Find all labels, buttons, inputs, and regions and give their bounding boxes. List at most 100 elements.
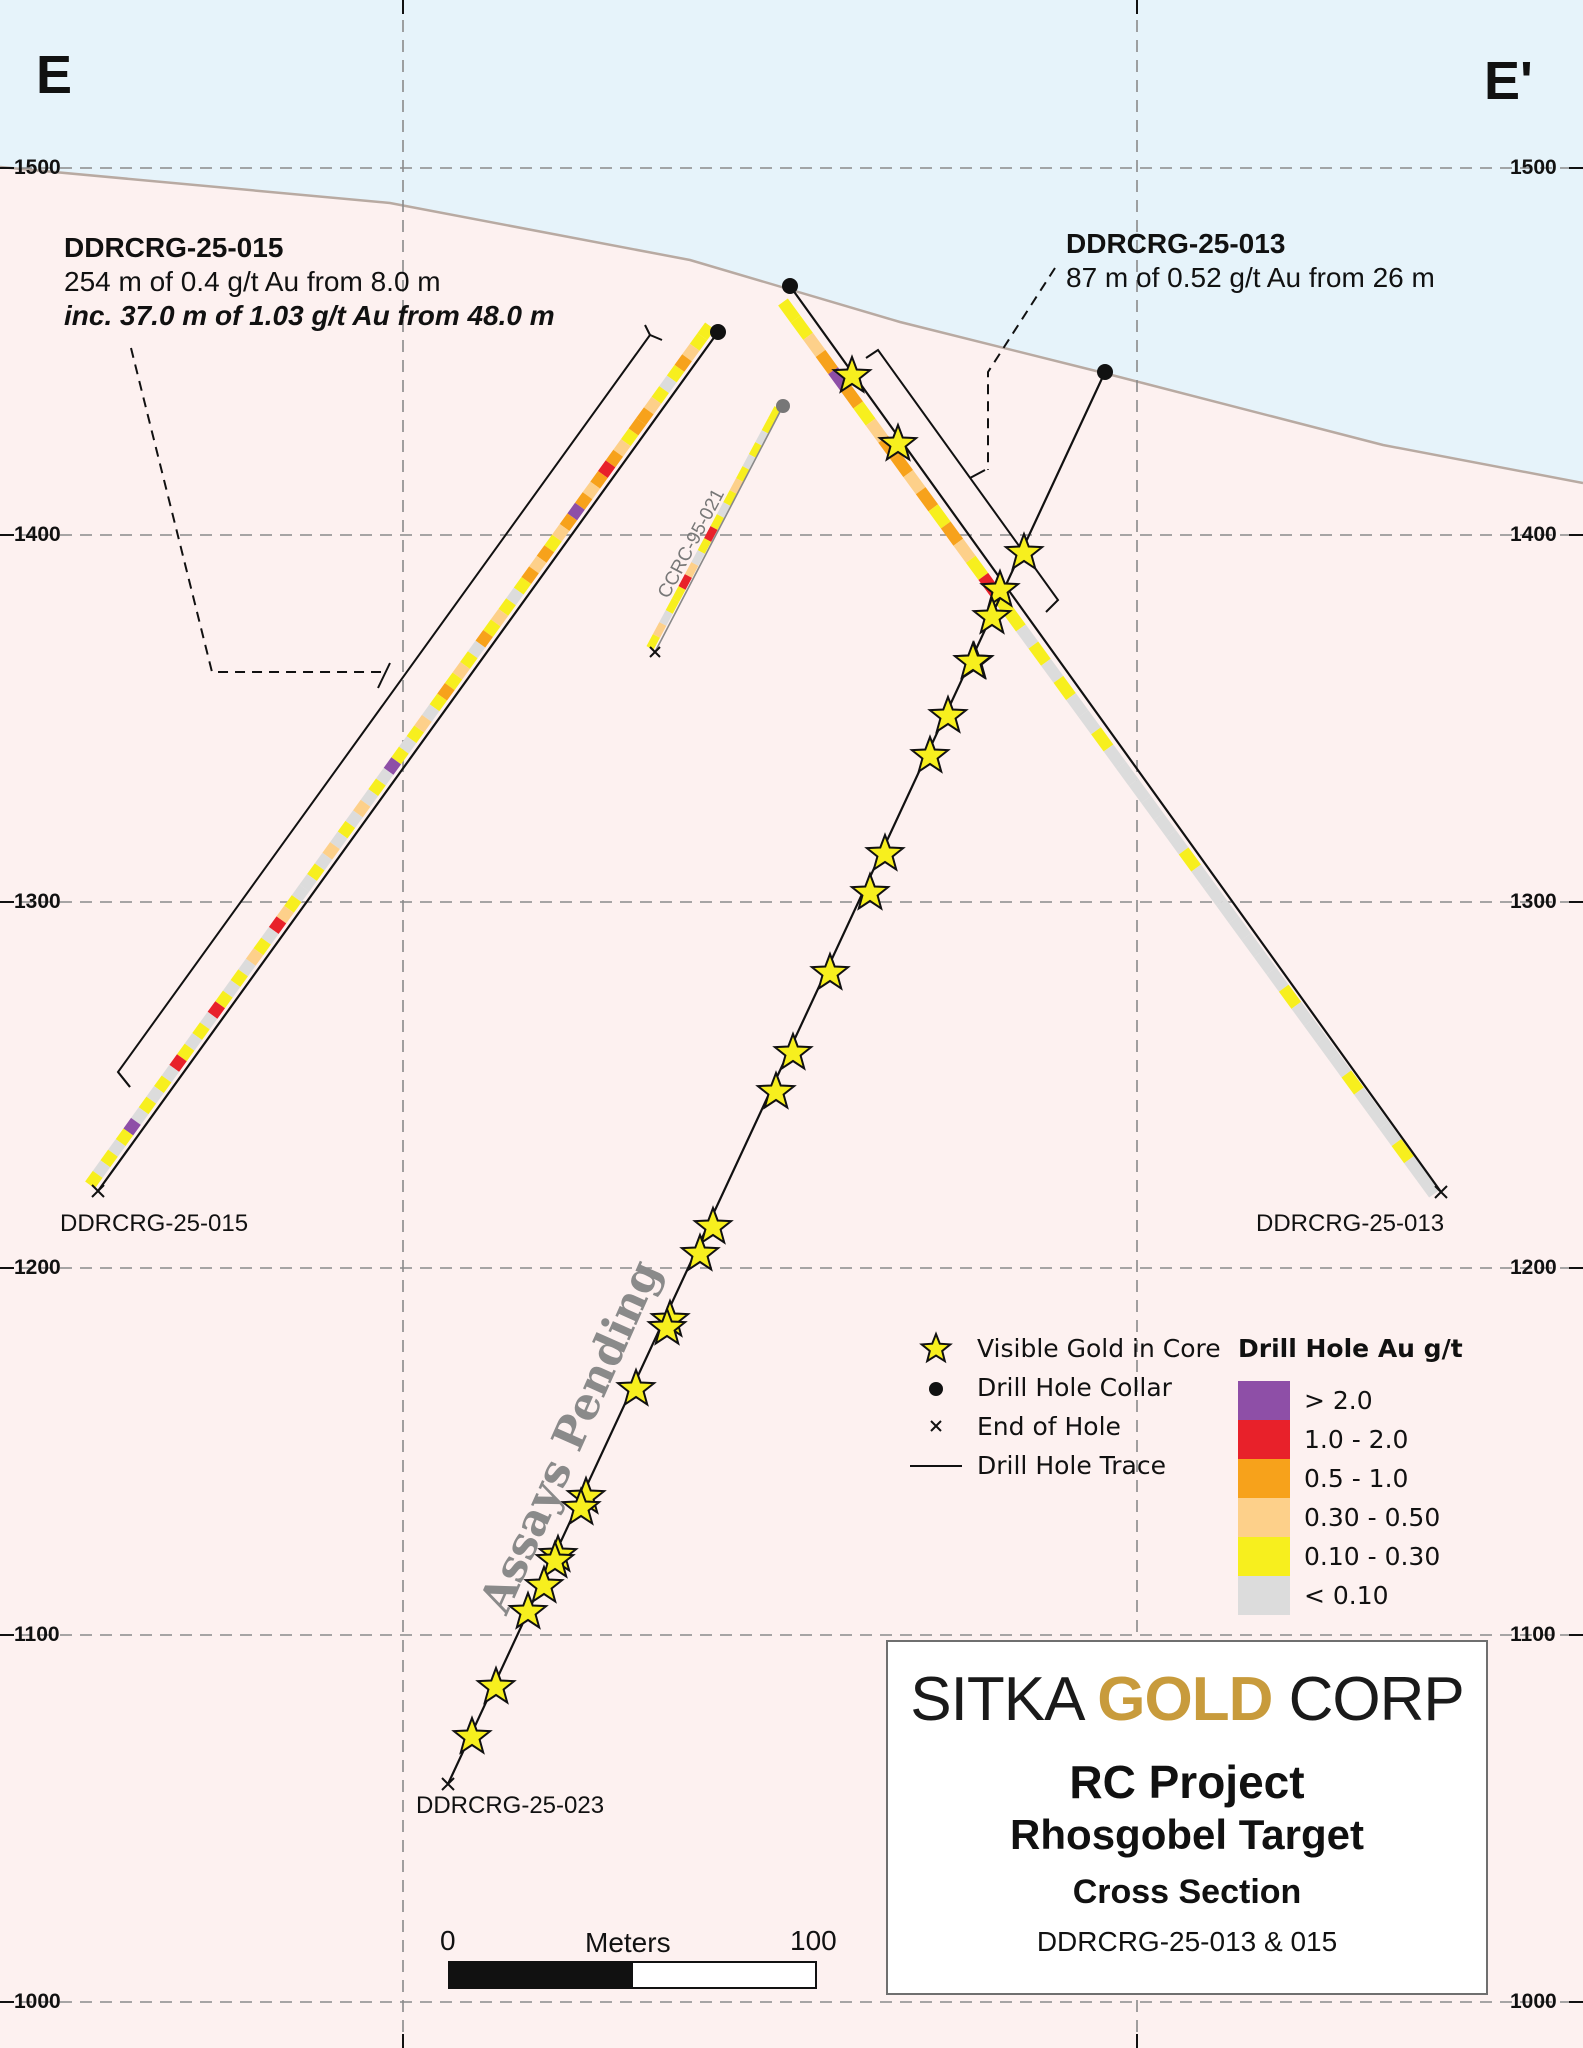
assay-interval [498, 598, 516, 616]
assay-interval [222, 979, 241, 998]
legend-symbols [910, 1331, 962, 1467]
end-label-ddrcrg-25-013: DDRCRG-25-013 [1256, 1210, 1445, 1237]
drill-trace-ccrc-95-021 [654, 405, 784, 653]
elevation-label-right: 1200 [1510, 1256, 1557, 1279]
hole-name: DDRCRG-25-015 [64, 232, 284, 263]
assay-interval [1003, 607, 1026, 632]
assay-interval [314, 852, 333, 871]
assay-interval [659, 610, 673, 626]
star-icon [646, 1306, 688, 1346]
assay-interval [697, 538, 712, 554]
assay-interval [383, 757, 402, 775]
scale-unit-label: Meters [585, 1927, 671, 1958]
assay-interval [238, 958, 256, 977]
assay-interval [689, 333, 708, 351]
assay-interval [291, 884, 310, 903]
assay-interval [1241, 933, 1264, 958]
assay-interval [345, 810, 363, 828]
assay-band-ddrcrg-25-013 [778, 298, 1439, 1198]
logo-corp: CORP [1288, 1665, 1465, 1734]
grade-label: > 2.0 [1304, 1386, 1373, 1415]
assay-interval [613, 439, 631, 457]
assay-interval [1041, 658, 1064, 683]
assay-interval [444, 672, 463, 691]
leader-ddrcrg-25-015 [130, 347, 382, 673]
assay-band-ddrcrg-25-015 [85, 322, 715, 1189]
star-icon [475, 1665, 517, 1705]
legend-label-end-of-hole: End of Hole [977, 1412, 1121, 1441]
assay-interval [1216, 898, 1239, 924]
grade-swatch [1238, 1498, 1290, 1537]
assay-interval [207, 1001, 225, 1019]
assay-interval [544, 534, 562, 553]
star-icon [534, 1539, 576, 1579]
assay-interval [131, 1107, 149, 1125]
legend-label-visible-gold: Visible Gold in Core [977, 1334, 1221, 1363]
hole-intercept: 254 m of 0.4 g/t Au from 8.0 m [64, 266, 441, 297]
assay-interval [199, 1011, 218, 1030]
assay-interval [452, 661, 470, 680]
assay-interval [460, 651, 478, 669]
assay-interval [674, 354, 692, 372]
grade-label: 0.30 - 0.50 [1304, 1503, 1441, 1532]
assay-interval [636, 407, 654, 425]
callout-ddrcrg-25-015: DDRCRG-25-015 254 m of 0.4 g/t Au from 8… [64, 232, 555, 332]
cross-icon-ddrcrg-25-013 [1434, 1185, 1448, 1199]
star-icon [909, 734, 951, 774]
assay-interval [691, 550, 705, 566]
target-name: Rhosgobel Target [1010, 1811, 1364, 1858]
leader-ddrcrg-25-013 [987, 267, 1056, 470]
company-logo: SITKA GOLD CORP [888, 1664, 1486, 1735]
assay-interval [840, 384, 863, 409]
assay-interval [1354, 1087, 1377, 1112]
assay-interval [375, 767, 394, 786]
assay-interval [1091, 727, 1114, 752]
hole-name: DDRCRG-25-013 [1066, 228, 1286, 259]
assay-interval [682, 343, 700, 362]
assay-interval [1191, 864, 1214, 889]
grade-swatch [1238, 1576, 1290, 1615]
assay-interval [253, 937, 271, 956]
assay-interval [414, 714, 432, 733]
assay-interval [353, 799, 371, 818]
assay-interval [915, 487, 939, 512]
assay-interval [1341, 1070, 1364, 1095]
assay-interval [154, 1075, 172, 1094]
star-icon [919, 1331, 953, 1364]
assay-interval [230, 969, 248, 988]
assay-interval [276, 905, 294, 924]
star-icon [451, 1715, 493, 1755]
assay-interval [398, 736, 417, 754]
scale-bar [448, 1961, 817, 1989]
elevation-label-left: 1000 [14, 1990, 61, 2013]
assay-interval [437, 683, 455, 701]
assay-interval [513, 577, 532, 595]
star-icon [772, 1031, 814, 1071]
assay-interval [536, 545, 555, 563]
assay-interval [123, 1117, 141, 1136]
assay-interval [1141, 795, 1164, 821]
star-icon [849, 871, 891, 911]
assay-interval [284, 895, 302, 913]
star-icon [523, 1564, 565, 1604]
assay-interval [475, 630, 493, 648]
assay-interval [169, 1054, 187, 1072]
assay-interval [161, 1064, 180, 1083]
assay-interval [307, 863, 325, 881]
assay-interval [803, 332, 826, 357]
assay-interval [1116, 761, 1139, 786]
assay-interval [742, 454, 756, 470]
assay-interval [582, 481, 601, 500]
star-icon [560, 1486, 602, 1526]
assay-interval [192, 1022, 210, 1041]
star-icon [1003, 531, 1045, 571]
assay-interval [928, 504, 951, 529]
drill-trace-ddrcrg-25-015 [97, 331, 719, 1192]
star-icon [809, 951, 851, 991]
topography-line [0, 165, 1583, 485]
assay-interval [1078, 710, 1101, 735]
assay-interval [108, 1139, 126, 1157]
assay-interval [506, 587, 524, 606]
assay-interval [716, 502, 731, 518]
